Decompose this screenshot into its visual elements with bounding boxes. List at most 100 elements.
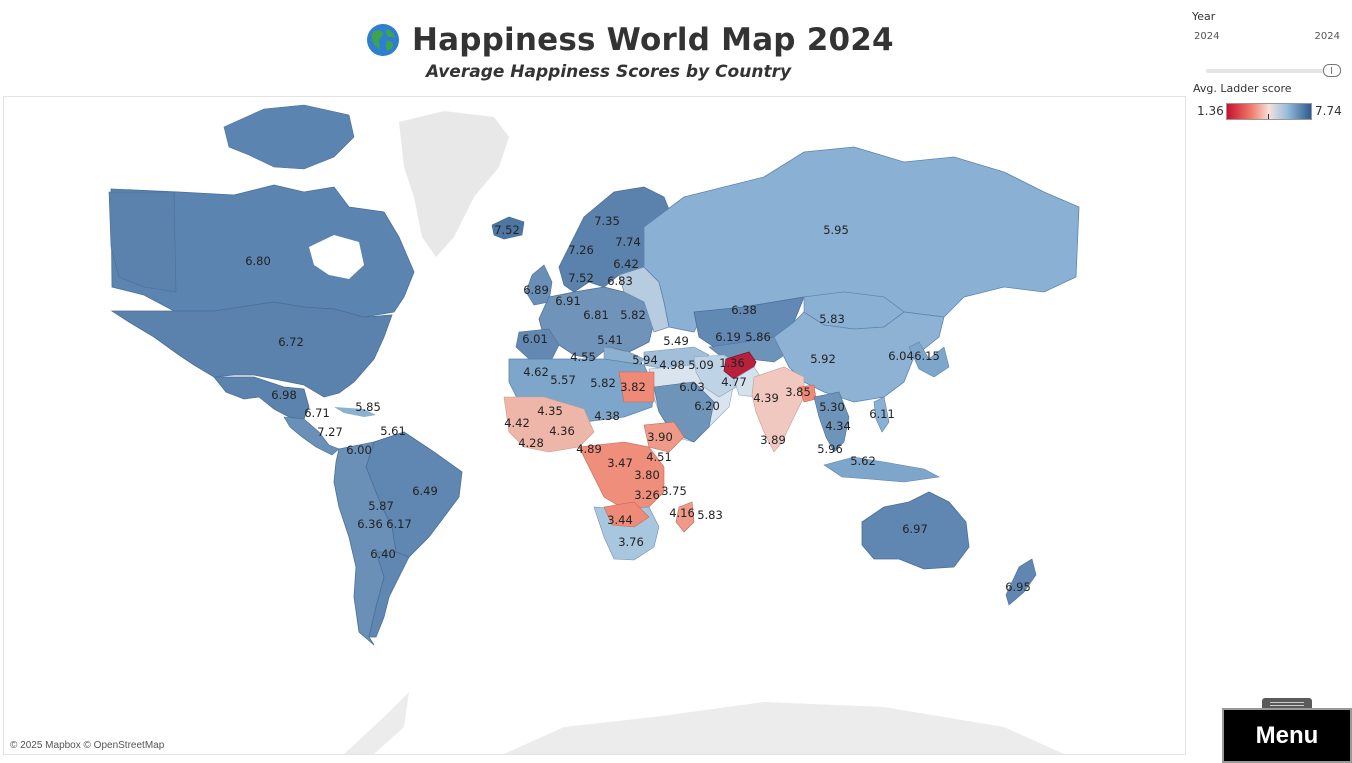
score-label-china: 5.92 (810, 352, 836, 366)
score-label-saudi-arabia: 6.03 (679, 380, 705, 394)
score-label-ireland: 6.89 (523, 283, 549, 297)
score-label-greece: 5.41 (597, 333, 623, 347)
score-label-madagascar: 4.16 (669, 506, 695, 520)
country-egypt[interactable] (618, 371, 655, 403)
country-china[interactable] (773, 311, 945, 403)
score-label-pakistan: 4.77 (721, 375, 747, 389)
score-label-czechia: 6.81 (583, 308, 609, 322)
score-label-mozambique: 3.75 (661, 484, 687, 498)
country-argentina[interactable] (368, 551, 410, 638)
map-attribution: © 2025 Mapbox © OpenStreetMap (10, 740, 165, 751)
score-label-japan: 6.15 (914, 349, 940, 363)
score-label-south-korea: 6.04 (888, 349, 914, 363)
score-label-iran: 5.09 (688, 358, 714, 372)
filter-panel: Year 2024 2024 Avg. Ladder score 1.36 7.… (1192, 10, 1347, 120)
score-label-turkey: 5.49 (663, 334, 689, 348)
score-label-india: 4.39 (753, 391, 779, 405)
score-label-estonia: 6.42 (613, 257, 639, 271)
year-max-label: 2024 (1314, 31, 1340, 42)
score-label-cambodia: 4.34 (825, 419, 851, 433)
score-label-netherlands: 6.91 (555, 294, 581, 308)
year-slider-handle[interactable] (1323, 64, 1341, 77)
country-zambia-mozambique[interactable] (603, 501, 650, 528)
legend-max-value: 7.74 (1315, 104, 1342, 118)
score-label-ghana: 4.36 (549, 424, 575, 438)
score-label-mauritius: 5.83 (697, 508, 723, 522)
score-label-jordan: 5.94 (632, 353, 658, 367)
score-label-tunisia: 4.55 (570, 350, 596, 364)
country-new-zealand[interactable] (1005, 558, 1037, 606)
score-label-ukraine: 5.82 (620, 308, 646, 322)
score-label-united-states: 6.72 (278, 335, 304, 349)
score-label-venezuela: 5.61 (380, 424, 406, 438)
score-label-sierra-leone: 4.42 (504, 416, 530, 430)
canada-arctic-islands (223, 104, 355, 170)
year-slider-track[interactable] (1206, 69, 1336, 73)
map-canvas[interactable]: 6.80 6.72 6.98 6.71 5.85 7.27 5.61 6.00 6.49 5.87… (4, 97, 1185, 754)
score-label-lithuania: 6.83 (607, 274, 633, 288)
country-ethiopia[interactable] (643, 421, 685, 453)
legend-title: Avg. Ladder score (1193, 82, 1292, 95)
score-label-colombia: 6.00 (346, 443, 372, 457)
alaska (108, 191, 177, 293)
score-label-indonesia: 5.62 (850, 454, 876, 468)
caribbean-islands (334, 407, 376, 417)
menu-handle-icon[interactable] (1262, 698, 1312, 709)
score-label-uzbekistan: 6.19 (715, 330, 741, 344)
score-label-peru: 5.87 (368, 499, 394, 513)
page-title: Happiness World Map 2024 (412, 22, 894, 58)
world-map[interactable]: 6.80 6.72 6.98 6.71 5.85 7.27 5.61 6.00 6.49 5.87… (3, 96, 1186, 755)
legend-center-tick (1268, 114, 1269, 119)
header: Happiness World Map 2024 Average Happine… (0, 0, 1185, 96)
score-label-afghanistan: 1.36 (719, 356, 745, 370)
score-label-brazil: 6.49 (412, 484, 438, 498)
country-usa[interactable] (110, 301, 393, 398)
score-label-mali: 4.35 (537, 404, 563, 418)
score-label-iraq: 4.98 (659, 358, 685, 372)
score-label-ethiopia: 3.90 (647, 430, 673, 444)
country-india[interactable] (751, 366, 805, 453)
central-africa (578, 441, 665, 510)
menu-button[interactable]: Menu (1222, 708, 1352, 763)
year-min-label: 2024 (1194, 31, 1220, 42)
score-label-norway: 7.26 (568, 243, 594, 257)
country-russia[interactable] (643, 146, 1080, 333)
score-label-spain: 6.01 (522, 332, 548, 346)
score-label-sweden: 7.35 (594, 214, 620, 228)
score-label-kazakhstan: 6.38 (731, 303, 757, 317)
score-label-algeria: 5.57 (550, 373, 576, 387)
score-label-zambia: 3.44 (607, 513, 633, 527)
indonesia-islands (823, 456, 940, 483)
score-label-philippines: 6.11 (869, 407, 895, 421)
globe-icon (367, 24, 399, 56)
year-filter-label: Year (1192, 10, 1216, 23)
greenland-shape (399, 111, 509, 257)
score-labels: 6.80 6.72 6.98 6.71 5.85 7.27 5.61 6.00 6.49 5.87… (245, 214, 1031, 594)
country-iceland[interactable] (491, 216, 525, 240)
score-label-iceland: 7.52 (494, 223, 520, 237)
score-label-tanzania: 3.80 (634, 468, 660, 482)
score-label-costa-rica: 7.27 (317, 425, 343, 439)
year-range-labels: 2024 2024 (1192, 31, 1347, 47)
legend-gradient-bar (1226, 103, 1312, 120)
southeast-asia (813, 391, 850, 453)
central-america (283, 416, 340, 456)
score-label-kyrgyzstan: 5.86 (745, 330, 771, 344)
country-madagascar[interactable] (675, 501, 695, 533)
color-legend: 1.36 7.74 (1193, 102, 1345, 120)
score-label-morocco: 4.62 (523, 365, 549, 379)
legend-min-value: 1.36 (1197, 104, 1224, 118)
score-label-egypt: 3.82 (620, 380, 646, 394)
score-label-dominican-republic: 5.85 (355, 400, 381, 414)
score-label-kenya: 4.51 (646, 450, 672, 464)
score-label-new-zealand: 6.95 (1005, 580, 1031, 594)
score-label-denmark: 7.52 (568, 271, 594, 285)
score-label-canada: 6.80 (245, 254, 271, 268)
score-label-bangladesh: 3.85 (785, 385, 811, 399)
score-label-liberia: 4.28 (518, 436, 544, 450)
score-label-malaysia: 5.96 (817, 442, 843, 456)
score-label-finland: 7.74 (615, 235, 641, 249)
score-label-mexico: 6.98 (271, 388, 297, 402)
score-label-paraguay: 6.17 (386, 517, 412, 531)
country-australia[interactable] (861, 491, 970, 570)
